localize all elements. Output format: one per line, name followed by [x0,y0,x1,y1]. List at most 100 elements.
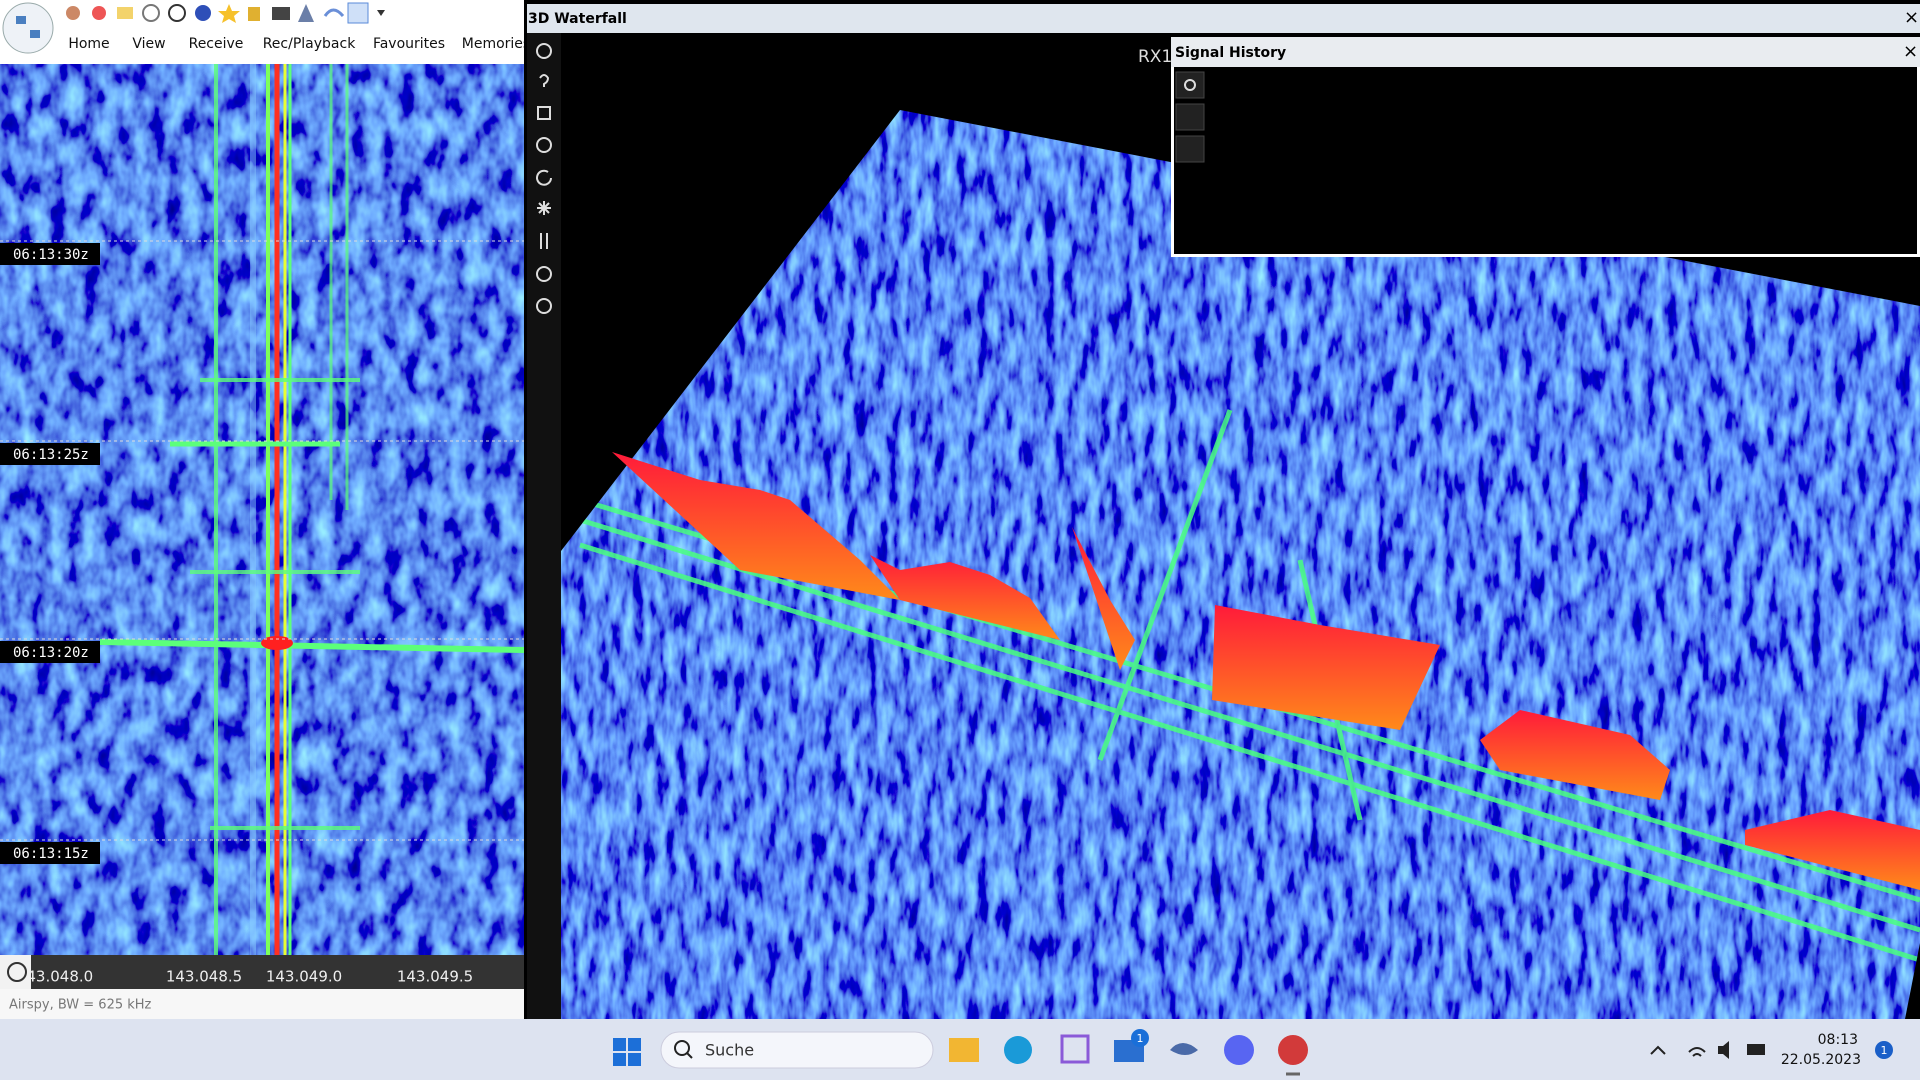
wifi-icon[interactable] [1688,1047,1706,1057]
time-label: 06:13:15z [13,846,89,862]
menu-item[interactable]: Memories [462,36,530,52]
history-tool[interactable] [1175,71,1205,99]
status-bar [0,989,527,1019]
frequency-label: 143.048.0 [17,968,93,986]
time-label: 06:13:25z [13,447,89,463]
tool[interactable] [536,43,552,59]
app-icon[interactable] [949,1038,979,1062]
frequency-label: 143.049.5 [397,968,473,986]
ridge [1097,409,1233,761]
peak [1212,605,1440,730]
icon[interactable] [117,7,133,19]
menu-item[interactable]: Home [68,36,109,52]
waterfall-signals [99,64,525,955]
start-button[interactable] [613,1038,641,1066]
battery-icon[interactable] [1747,1044,1765,1055]
app-icon[interactable] [1170,1043,1198,1055]
icon[interactable] [248,7,260,21]
icon[interactable] [195,5,211,21]
ridge [579,517,1920,933]
app-icon[interactable] [1278,1035,1308,1065]
app-button[interactable] [2,2,54,54]
icon[interactable] [92,6,106,20]
time-label-box [0,443,100,465]
menu-item[interactable]: View [132,36,165,52]
side-tools [536,43,552,314]
badge [1131,1029,1149,1047]
tool[interactable] [536,137,552,153]
volume-icon[interactable] [1718,1041,1729,1059]
time-label: 06:13:30z [13,247,89,263]
peak [1745,810,1920,890]
peak [1072,527,1135,670]
signal-trace [99,639,525,653]
history-panel [1174,67,1917,254]
peak [870,555,1060,640]
frequency-scale-bar [30,955,524,989]
title-bar [1171,37,1920,67]
app-icon[interactable] [1224,1035,1254,1065]
badge-text: 1 [1137,1032,1144,1045]
badge[interactable] [1875,1041,1893,1059]
tray-expand[interactable] [1650,1045,1666,1055]
icon[interactable] [323,8,345,18]
tool[interactable] [536,266,552,282]
time-label-box [0,641,100,663]
tool[interactable] [537,201,551,215]
history-tool[interactable] [1175,103,1205,131]
quick-icons [66,2,385,24]
waterfall [0,64,524,955]
clock-time[interactable]: 08:13 [1818,1032,1858,1048]
frequency-label: 143.049.0 [266,968,342,986]
icon[interactable] [218,4,240,23]
window-title: 3D Waterfall [528,11,627,27]
frequency-label: 143.048.5 [166,968,242,986]
close-button[interactable]: × [1904,7,1919,28]
close-button[interactable]: × [1903,41,1918,62]
signal-peak [261,636,293,650]
icon[interactable] [347,2,369,24]
tool[interactable] [536,169,552,186]
icon[interactable] [377,10,385,16]
history-tool[interactable] [1175,135,1205,163]
scale-button[interactable] [7,962,27,982]
app-logo [16,16,26,24]
menu-item[interactable]: Receive [189,36,244,52]
icon[interactable] [298,4,314,22]
tool[interactable] [539,74,550,87]
badge-text: 1 [1881,1044,1888,1057]
search-box[interactable] [660,1031,934,1069]
peak [612,452,900,600]
tool[interactable] [540,233,548,249]
window-title: Signal History [1175,45,1286,61]
app-icon[interactable] [1060,1034,1090,1064]
clock-date[interactable]: 22.05.2023 [1781,1052,1861,1068]
receiver-label: RX1 [1138,47,1172,67]
app-logo [30,30,40,38]
menu-item[interactable]: Favourites [373,36,445,52]
time-label-box [0,243,100,265]
tool[interactable] [536,298,552,314]
icon[interactable] [66,6,80,20]
search-icon [686,1052,693,1059]
icon[interactable] [142,4,160,22]
title-bar [527,4,1920,33]
toolbar [0,0,527,64]
search-text[interactable]: Suche [705,1041,754,1060]
search-icon [674,1040,690,1056]
menu-item[interactable]: Rec/Playback [263,36,356,52]
logo-tile [628,1053,641,1066]
status-text: Airspy, BW = 625 kHz [9,998,152,1013]
icon[interactable] [168,4,186,22]
ridge [579,542,1920,963]
time-label: 06:13:20z [13,645,89,661]
side-toolbar [527,33,561,1019]
icon[interactable] [272,7,290,20]
app-icon[interactable] [1004,1036,1032,1064]
logo-tile [613,1038,626,1051]
peak [1480,710,1670,800]
tool[interactable] [537,106,551,120]
history-tool-icon [1184,79,1196,91]
3d-peaks [612,452,1920,890]
